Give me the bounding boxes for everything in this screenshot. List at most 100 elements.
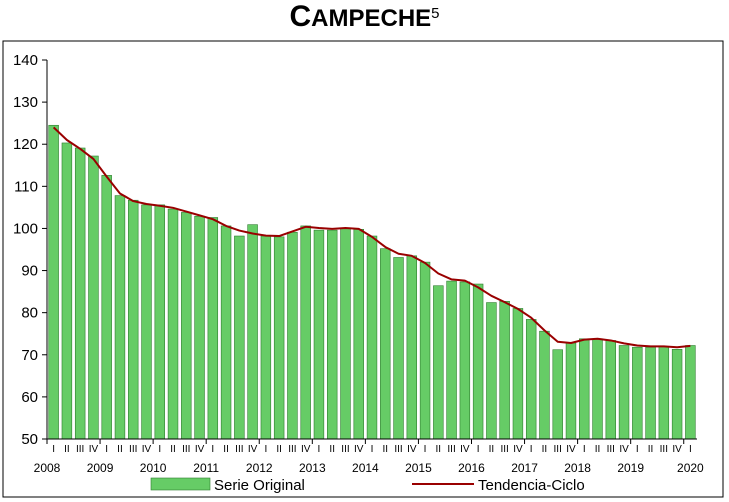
bar: [207, 217, 219, 440]
x-year-label: 2019: [617, 461, 644, 475]
x-year-label: 2018: [564, 461, 591, 475]
x-quarter-label: IV: [195, 444, 205, 455]
x-quarter-label: III: [660, 444, 668, 455]
x-year-label: 2008: [34, 461, 61, 475]
x-year-label: 2017: [511, 461, 538, 475]
y-tick-label: 130: [13, 94, 38, 111]
x-quarter-label: IV: [142, 444, 152, 455]
x-quarter-label: II: [117, 444, 123, 455]
bar: [605, 340, 616, 440]
x-quarter-label: IV: [513, 444, 523, 455]
x-quarter-label: II: [595, 444, 601, 455]
x-quarter-label: IV: [407, 444, 417, 455]
y-tick-label: 100: [13, 220, 38, 237]
x-quarter-label: III: [182, 444, 190, 455]
x-quarter-label: I: [636, 444, 639, 455]
bar: [287, 231, 298, 440]
bar: [48, 124, 59, 440]
x-quarter-label: III: [235, 444, 243, 455]
x-quarter-label: I: [211, 444, 214, 455]
y-tick-label: 50: [21, 431, 38, 448]
bar: [592, 338, 603, 440]
bar: [366, 235, 378, 440]
title-initial: C: [289, 0, 312, 33]
bar: [154, 204, 165, 440]
legend-line-label: Tendencia-Ciclo: [478, 477, 585, 494]
x-quarter-label: I: [477, 444, 480, 455]
x-quarter-label: III: [500, 444, 508, 455]
x-year-label: 2012: [246, 461, 273, 475]
bar: [167, 208, 179, 440]
bar: [632, 346, 643, 440]
x-quarter-label: I: [689, 444, 692, 455]
bar: [114, 195, 126, 440]
bar: [101, 175, 112, 440]
bar: [658, 346, 670, 440]
x-quarter-label: III: [129, 444, 137, 455]
bar: [472, 283, 484, 440]
x-year-label: 2020: [677, 461, 704, 475]
bar: [565, 342, 577, 440]
bar: [313, 229, 325, 440]
bar: [141, 204, 152, 440]
title-rest: AMPECHE: [311, 5, 432, 32]
x-year-label: 2013: [299, 461, 326, 475]
bar: [512, 308, 524, 440]
bar: [671, 348, 683, 440]
bar: [419, 261, 431, 440]
bar: [340, 228, 351, 440]
bar: [446, 280, 457, 440]
x-quarter-label: II: [223, 444, 229, 455]
bar: [128, 199, 139, 440]
bar: [393, 257, 404, 440]
y-tick-label: 120: [13, 136, 38, 153]
bar: [74, 147, 86, 440]
x-quarter-label: I: [424, 444, 427, 455]
bar: [645, 346, 656, 440]
trend-line: [52, 126, 691, 349]
y-tick-label: 60: [21, 389, 38, 406]
x-quarter-label: IV: [301, 444, 311, 455]
y-tick-label: 110: [14, 178, 38, 195]
x-quarter-label: III: [341, 444, 349, 455]
y-tick-label: 70: [21, 347, 38, 364]
x-year-label: 2016: [458, 461, 485, 475]
x-quarter-label: I: [530, 444, 533, 455]
x-quarter-label: II: [489, 444, 495, 455]
legend-bar-label: Serie Original: [214, 477, 305, 494]
x-quarter-label: II: [170, 444, 176, 455]
x-quarter-label: II: [542, 444, 548, 455]
title-superscript: 5: [431, 4, 440, 22]
legend-bar-swatch: [150, 477, 211, 491]
x-quarter-label: I: [264, 444, 267, 455]
bar: [181, 212, 192, 440]
x-quarter-label: I: [52, 444, 55, 455]
bar: [247, 224, 258, 440]
bar: [353, 228, 364, 440]
x-quarter-label: I: [158, 444, 161, 455]
bar: [88, 155, 99, 440]
x-quarter-label: III: [447, 444, 455, 455]
bar: [273, 236, 285, 440]
bars-layer: [48, 124, 696, 440]
chart-title: CAMPECHE5: [0, 0, 729, 34]
bar: [406, 255, 418, 440]
x-quarter-label: IV: [248, 444, 258, 455]
x-quarter-label: II: [436, 444, 442, 455]
x-year-label: 2010: [140, 461, 167, 475]
x-year-label: 2009: [87, 461, 114, 475]
x-quarter-label: IV: [354, 444, 364, 455]
trend-layer: [52, 126, 691, 349]
x-quarter-label: I: [105, 444, 108, 455]
x-quarter-label: IV: [460, 444, 470, 455]
bar: [380, 248, 391, 440]
x-quarter-label: III: [607, 444, 615, 455]
bar: [525, 319, 537, 440]
x-quarter-label: III: [288, 444, 296, 455]
bar: [260, 235, 272, 440]
x-year-label: 2011: [193, 461, 219, 475]
x-quarter-label: III: [394, 444, 402, 455]
x-year-label: 2015: [405, 461, 432, 475]
